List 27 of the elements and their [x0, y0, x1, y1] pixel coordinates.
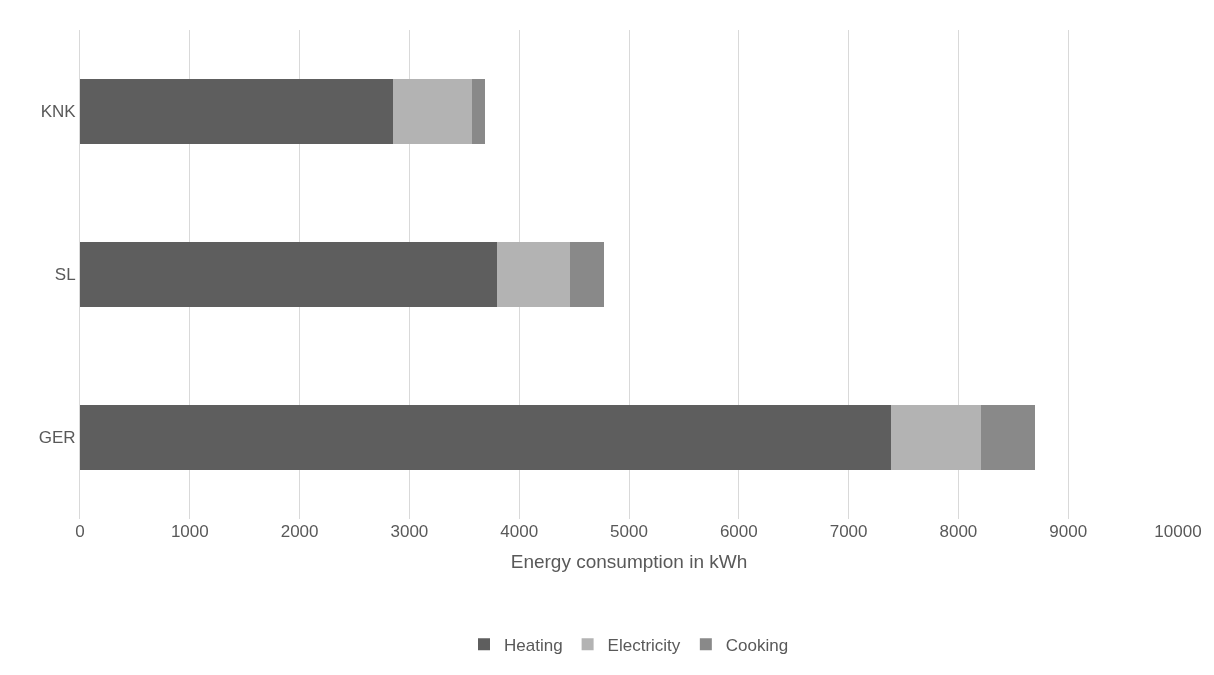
x-tick-label: 4000 [500, 522, 539, 541]
bar [891, 404, 982, 471]
bar [80, 241, 498, 308]
bar [981, 404, 1036, 471]
x-tick-label: 10000 [1154, 522, 1202, 541]
x-tick-label: 5000 [610, 522, 648, 541]
y-tick-label: SL [54, 265, 76, 285]
x-tick-label: 0 [75, 522, 85, 541]
x-tick-label: 3000 [390, 522, 429, 541]
legend-label: Cooking [725, 635, 789, 655]
y-tick-label: KNK [40, 102, 77, 122]
legend-label: Heating [504, 635, 563, 655]
x-tick-label: 7000 [829, 522, 868, 541]
x-tick-label: 1000 [170, 522, 209, 541]
x-axis-title: Energy consumption in kWh [510, 550, 748, 572]
x-tick-label: 8000 [939, 522, 978, 541]
bar [392, 78, 472, 145]
x-tick-label: 2000 [280, 522, 319, 541]
bar [80, 404, 892, 471]
bar [80, 78, 393, 145]
bar [471, 78, 486, 145]
bar [569, 241, 604, 308]
x-tick-label: 6000 [719, 522, 758, 541]
legend-label: Electricity [607, 635, 681, 655]
y-tick-label: GER [38, 428, 76, 448]
bar [497, 241, 570, 308]
x-tick-label: 9000 [1049, 522, 1088, 541]
